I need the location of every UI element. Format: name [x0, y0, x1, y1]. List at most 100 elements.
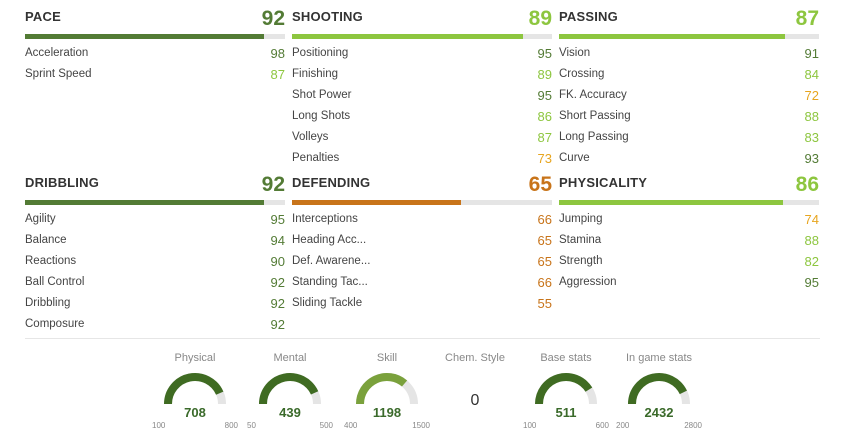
stat-list: Agility 95 Balance 94 Reactions 90 Ball Contro… — [25, 209, 285, 335]
gauge-fill — [628, 373, 687, 405]
stat-value: 98 — [270, 46, 285, 61]
category-bar — [292, 34, 552, 39]
gauge-max: 500 — [319, 421, 333, 430]
stat-list: Positioning 95 Finishing 89 Shot Power 95 Long… — [292, 43, 552, 169]
stat-value: 66 — [537, 275, 552, 290]
summary-value: 0 — [470, 392, 480, 409]
stat-row: Composure 92 — [25, 314, 285, 335]
stat-name: Penalties — [292, 152, 340, 164]
category-bar — [292, 200, 552, 205]
gauge-max: 600 — [595, 421, 609, 430]
summary-mental: Mental 439 50 500 — [240, 352, 340, 430]
stat-row: Short Passing 88 — [559, 106, 819, 127]
stat-row: Vision 91 — [559, 43, 819, 64]
stat-value: 83 — [804, 130, 819, 145]
stat-row: Stamina 88 — [559, 230, 819, 251]
stat-name: Vision — [559, 47, 591, 59]
category-value: 89 — [528, 7, 552, 30]
category-header: PHYSICALITY 86 — [559, 166, 819, 200]
category-pace: PACE 92 Acceleration 98 Sprint Speed 87 — [25, 0, 285, 85]
category-name: PASSING — [559, 9, 618, 24]
summary-physical: Physical 708 100 800 — [145, 352, 245, 430]
category-value: 65 — [528, 173, 552, 196]
stat-name: Reactions — [25, 255, 77, 267]
stat-row: Acceleration 98 — [25, 43, 285, 64]
category-header: PACE 92 — [25, 0, 285, 34]
stat-name: Shot Power — [292, 89, 352, 101]
stat-row: Ball Control 92 — [25, 272, 285, 293]
stat-row: Heading Acc... 65 — [292, 230, 552, 251]
stat-value: 92 — [270, 296, 285, 311]
stat-value: 92 — [270, 317, 285, 332]
stat-name: Ball Control — [25, 276, 85, 288]
category-name: PACE — [25, 9, 61, 24]
stat-value: 55 — [537, 296, 552, 311]
stat-row: Sprint Speed 87 — [25, 64, 285, 85]
category-bar — [559, 200, 819, 205]
stat-name: Agility — [25, 213, 56, 225]
gauge-fill — [356, 373, 408, 405]
summary-gauge: 511 100 600 — [516, 366, 616, 430]
stat-row: Interceptions 66 — [292, 209, 552, 230]
stat-name: Standing Tac... — [292, 276, 368, 288]
summary-label: Base stats — [540, 352, 592, 364]
category-value: 87 — [795, 7, 819, 30]
category-name: DRIBBLING — [25, 175, 100, 190]
gauge-min: 200 — [616, 421, 630, 430]
summary-label: In game stats — [625, 352, 693, 364]
gauge-max: 800 — [224, 421, 238, 430]
summary-gauge: 439 50 500 — [240, 366, 340, 430]
stat-value: 74 — [804, 212, 819, 227]
stat-name: Curve — [559, 152, 590, 164]
stat-row: Jumping 74 — [559, 209, 819, 230]
summary-value: 708 — [184, 405, 206, 420]
summary-gauge: 708 100 800 — [145, 366, 245, 430]
stat-name: Balance — [25, 234, 67, 246]
stat-row: Finishing 89 — [292, 64, 552, 85]
stat-name: Interceptions — [292, 213, 358, 225]
stat-name: Finishing — [292, 68, 339, 80]
stat-row: FK. Accuracy 72 — [559, 85, 819, 106]
stat-value: 90 — [270, 254, 285, 269]
category-value: 92 — [261, 173, 285, 196]
stat-name: Sliding Tackle — [292, 297, 363, 309]
stat-name: Long Passing — [559, 131, 629, 143]
category-bar-fill — [292, 200, 461, 205]
stat-row: Curve 93 — [559, 148, 819, 169]
stat-value: 95 — [804, 275, 819, 290]
gauge-min: 100 — [152, 421, 166, 430]
stat-value: 66 — [537, 212, 552, 227]
summary-divider — [25, 338, 820, 339]
gauge-max: 2800 — [684, 421, 702, 430]
stat-name: FK. Accuracy — [559, 89, 627, 101]
summary-skill: Skill 1198 400 1500 — [337, 352, 437, 430]
stat-row: Strength 82 — [559, 251, 819, 272]
stat-name: Strength — [559, 255, 603, 267]
stat-name: Def. Awarene... — [292, 255, 371, 267]
stat-name: Sprint Speed — [25, 68, 92, 80]
stat-value: 87 — [537, 130, 552, 145]
stat-row: Volleys 87 — [292, 127, 552, 148]
category-dribbling: DRIBBLING 92 Agility 95 Balance 94 Reactions 90… — [25, 166, 285, 335]
summary-label: Skill — [376, 352, 398, 364]
stat-row: Dribbling 92 — [25, 293, 285, 314]
summary-gauge: 2432 200 2800 — [609, 366, 709, 430]
summary-base-stats: Base stats 511 100 600 — [516, 352, 616, 430]
stat-row: Sliding Tackle 55 — [292, 293, 552, 314]
summary-label: Chem. Style — [445, 352, 505, 364]
category-passing: PASSING 87 Vision 91 Crossing 84 FK. Accuracy 7… — [559, 0, 819, 169]
gauge-fill — [535, 373, 593, 405]
stat-value: 73 — [537, 151, 552, 166]
stat-name: Acceleration — [25, 47, 89, 59]
stat-row: Reactions 90 — [25, 251, 285, 272]
summary-value: 511 — [555, 405, 577, 420]
stat-value: 92 — [270, 275, 285, 290]
gauge-min: 50 — [247, 421, 256, 430]
stat-list: Jumping 74 Stamina 88 Strength 82 Aggression 95 — [559, 209, 819, 293]
stat-value: 87 — [270, 67, 285, 82]
stat-row: Long Shots 86 — [292, 106, 552, 127]
category-value: 92 — [261, 7, 285, 30]
gauge-min: 100 — [523, 421, 537, 430]
category-shooting: SHOOTING 89 Positioning 95 Finishing 89 Shot P… — [292, 0, 552, 169]
stat-value: 84 — [804, 67, 819, 82]
